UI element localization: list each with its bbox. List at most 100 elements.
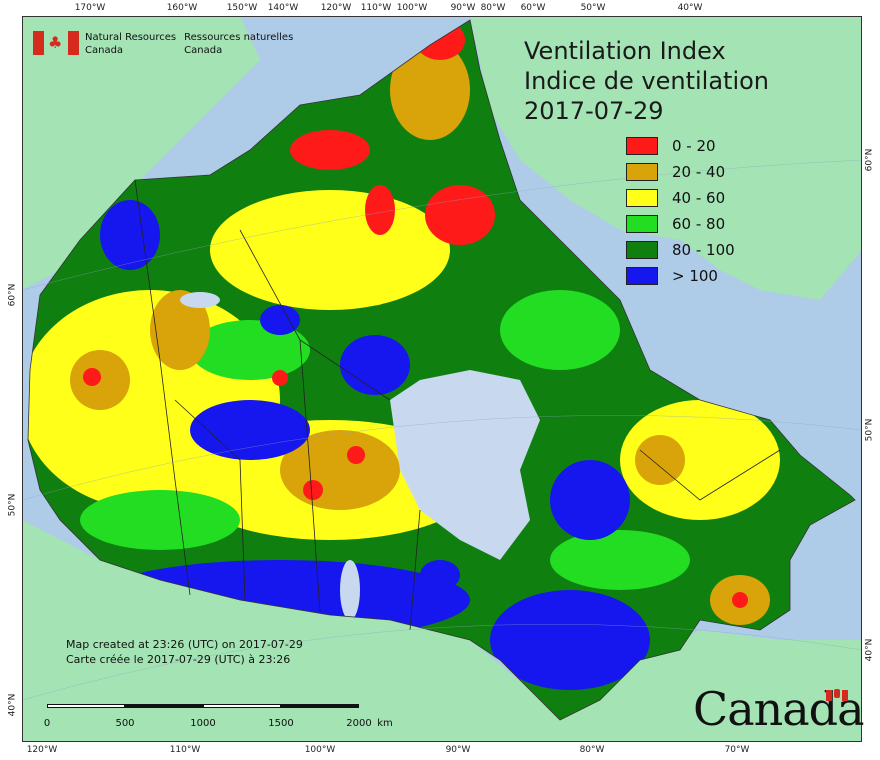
scale-segment <box>47 704 125 708</box>
zone-red-1 <box>83 368 101 386</box>
graticule-label-bottom: 90°W <box>445 745 471 755</box>
graticule-label-right: 50°N <box>864 418 875 442</box>
graticule <box>22 159 862 701</box>
zone-lgreen-4 <box>550 530 690 590</box>
scale-label: 1000 <box>190 718 216 729</box>
legend-label: 60 - 80 <box>672 215 726 233</box>
zone-red-4 <box>272 370 288 386</box>
zone-red-5 <box>732 592 748 608</box>
graticule-label-bottom: 80°W <box>579 745 605 755</box>
graticule-label-top: 160°W <box>166 3 198 13</box>
zone-yellow-north <box>210 190 450 310</box>
scale-label: 1500 <box>268 718 294 729</box>
scale-segment <box>125 704 203 708</box>
agency-english-line2: Canada <box>85 45 124 56</box>
graticule-label-top: 150°W <box>226 3 258 13</box>
legend-label: 20 - 40 <box>672 163 726 181</box>
zone-orange-4 <box>390 40 470 140</box>
agency-french-line1: Ressources naturelles <box>184 32 294 43</box>
graticule-label-top: 140°W <box>267 3 299 13</box>
legend-label: 0 - 20 <box>672 137 716 155</box>
lake-1 <box>340 560 360 620</box>
credits-french: Carte créée le 2017-07-29 (UTC) à 23:26 <box>66 653 291 666</box>
zone-blue-2 <box>190 400 310 460</box>
zone-blue-ontario <box>490 590 650 690</box>
canada-flag-icon: ♣ <box>33 31 79 55</box>
canada-outline <box>27 19 856 721</box>
scale-segment <box>281 704 359 708</box>
graticule-label-right: 60°N <box>864 148 875 172</box>
graticule-label-left: 40°N <box>7 693 18 717</box>
graticule-label-right: 40°N <box>864 638 875 662</box>
scale-label: 500 <box>115 718 135 729</box>
zone-blue-3 <box>340 335 410 395</box>
map-title: Ventilation Index Indice de ventilation … <box>524 36 769 126</box>
title-english: Ventilation Index <box>524 37 726 65</box>
legend-label: 80 - 100 <box>672 241 735 259</box>
zone-red-arctic-4 <box>365 185 395 235</box>
agency-french: Ressources naturelles Canada <box>184 31 293 57</box>
hudson-bay <box>390 370 540 560</box>
graticule-label-top: 90°W <box>450 3 476 13</box>
legend-label: > 100 <box>672 267 718 285</box>
legend-item: 40 - 60 <box>626 185 735 211</box>
zone-blue-4 <box>550 460 630 540</box>
zone-lgreen-2 <box>80 490 240 550</box>
zone-blue-5 <box>260 305 300 335</box>
agency-signature: ♣ Natural Resources Canada Ressources na… <box>33 31 301 57</box>
legend-item: 60 - 80 <box>626 211 735 237</box>
zone-red-2 <box>347 446 365 464</box>
united-states <box>22 520 862 742</box>
graticule-label-top: 80°W <box>480 3 506 13</box>
legend-swatch <box>626 215 658 233</box>
legend-swatch <box>626 137 658 155</box>
graticule-label-bottom: 100°W <box>304 745 336 755</box>
agency-french-line2: Canada <box>184 45 223 56</box>
lake-2 <box>180 292 220 308</box>
legend-item: 20 - 40 <box>626 159 735 185</box>
scale-segment <box>203 704 281 708</box>
title-date: 2017-07-29 <box>524 97 664 125</box>
graticule-label-top: 120°W <box>320 3 352 13</box>
wordmark-flag-icon <box>826 689 848 701</box>
zone-orange-6 <box>635 435 685 485</box>
legend-swatch <box>626 163 658 181</box>
credits: Map created at 23:26 (UTC) on 2017-07-29… <box>66 637 303 667</box>
scale-label: 0 <box>43 718 51 729</box>
credits-english: Map created at 23:26 (UTC) on 2017-07-29 <box>66 638 303 651</box>
graticule-label-bottom: 120°W <box>26 745 58 755</box>
graticule-label-left: 50°N <box>7 493 18 517</box>
legend-label: 40 - 60 <box>672 189 726 207</box>
greenland <box>470 16 862 300</box>
graticule-label-left: 60°N <box>7 283 18 307</box>
zone-red-arctic-1 <box>425 185 495 245</box>
legend-swatch <box>626 267 658 285</box>
alaska <box>22 16 260 290</box>
zone-blue-6 <box>420 560 460 590</box>
legend-swatch <box>626 241 658 259</box>
zone-lgreen-3 <box>500 290 620 370</box>
scale-label: 2000 <box>346 718 372 729</box>
title-french: Indice de ventilation <box>524 67 770 95</box>
graticule-label-top: 110°W <box>360 3 392 13</box>
scale-bar: 0 500 1000 1500 2000 km <box>44 704 393 729</box>
legend-swatch <box>626 189 658 207</box>
legend-item: 80 - 100 <box>626 237 735 263</box>
graticule-label-top: 60°W <box>520 3 546 13</box>
zone-blue-1 <box>100 200 160 270</box>
graticule-label-top: 100°W <box>396 3 428 13</box>
legend-item: > 100 <box>626 263 735 289</box>
agency-english-line1: Natural Resources <box>85 32 177 43</box>
legend-item: 0 - 20 <box>626 133 735 159</box>
graticule-label-bottom: 70°W <box>724 745 750 755</box>
zone-yellow-east <box>620 400 780 520</box>
provincial-borders <box>134 179 781 631</box>
graticule-label-top: 170°W <box>74 3 106 13</box>
legend: 0 - 20 20 - 40 40 - 60 60 - 80 80 - 100 > 100 <box>626 133 735 289</box>
zone-red-3 <box>303 480 323 500</box>
scale-unit: km <box>377 718 393 729</box>
graticule-label-bottom: 110°W <box>169 745 201 755</box>
agency-english: Natural Resources Canada <box>85 31 176 57</box>
zone-red-arctic-2 <box>290 130 370 170</box>
